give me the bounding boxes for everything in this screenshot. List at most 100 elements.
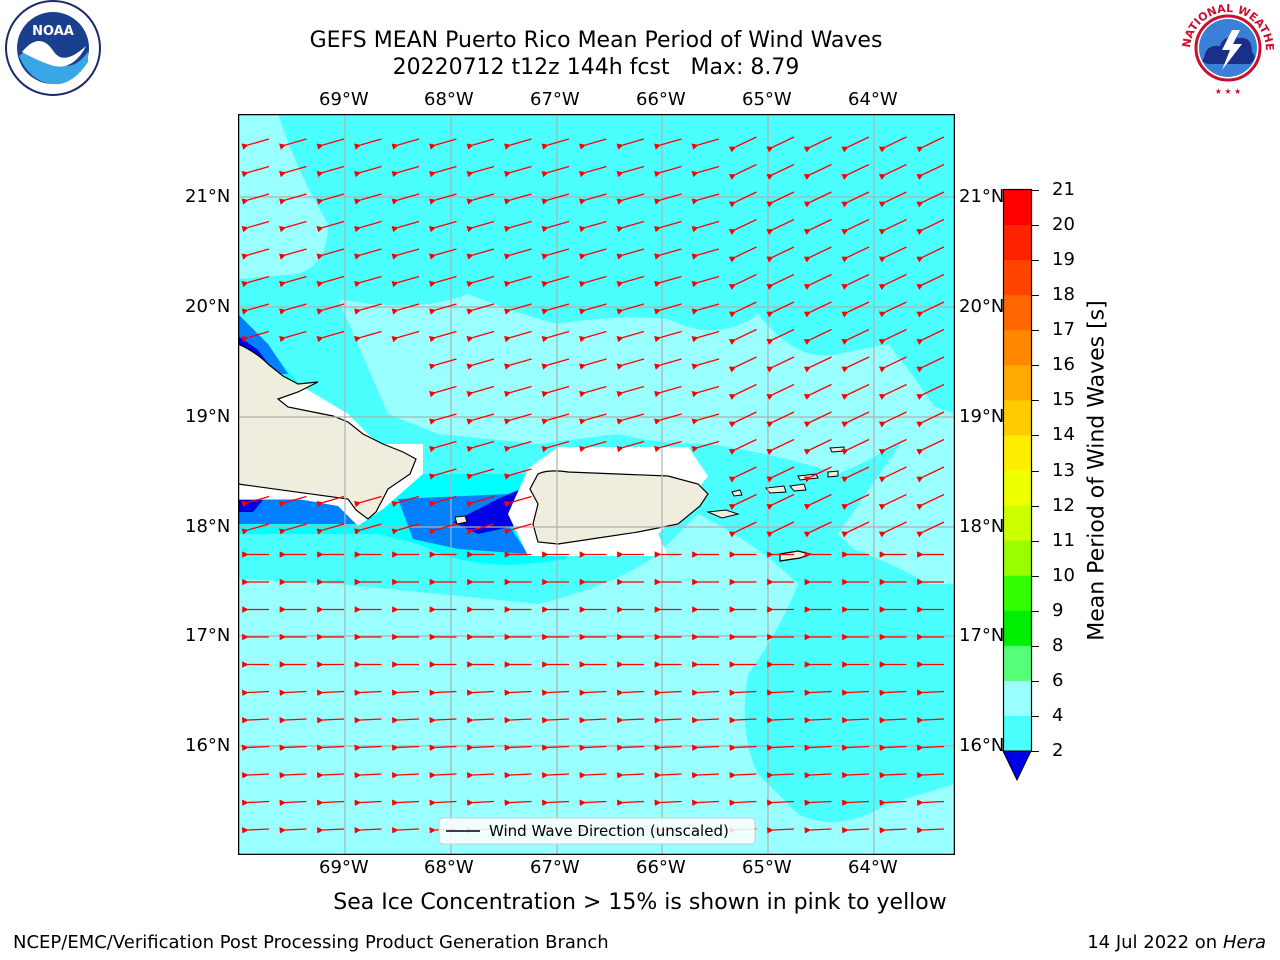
- wind-wave-arrow: [429, 717, 457, 724]
- wind-wave-arrow: [916, 356, 945, 373]
- sea-ice-note: Sea Ice Concentration > 15% is shown in …: [333, 890, 947, 915]
- wind-wave-arrow: [279, 717, 307, 724]
- wind-wave-arrow: [391, 523, 420, 535]
- colorbar-label: Mean Period of Wind Waves [s]: [1084, 300, 1110, 641]
- wind-wave-arrow: [504, 799, 532, 807]
- legend-label: Wind Wave Direction (unscaled): [489, 822, 729, 840]
- colorbar-tick-mark: [1031, 365, 1039, 367]
- wind-wave-arrow: [654, 689, 682, 697]
- wind-wave-arrow: [353, 330, 382, 343]
- wind-wave-arrow: [841, 493, 870, 510]
- wind-wave-arrow: [616, 385, 645, 398]
- wind-wave-arrow: [691, 413, 720, 425]
- lon-label-bottom: 67°W: [530, 857, 580, 878]
- wind-wave-arrow: [241, 303, 270, 315]
- wind-wave-arrow: [916, 246, 945, 263]
- colorbar-segment: [1004, 190, 1031, 226]
- wind-wave-arrow: [503, 275, 532, 288]
- wind-wave-arrow: [353, 523, 382, 535]
- wind-wave-arrow: [803, 438, 832, 455]
- wind-wave-arrow: [466, 220, 495, 233]
- colorbar-tick-mark: [1031, 645, 1039, 647]
- wind-wave-arrow: [654, 744, 682, 752]
- wind-wave-arrow: [728, 163, 757, 180]
- wind-wave-arrow: [316, 248, 345, 260]
- wind-wave-arrow: [616, 330, 645, 343]
- wind-wave-arrow: [579, 772, 607, 779]
- colorbar-tick-mark: [1031, 505, 1039, 507]
- wind-wave-arrow: [766, 273, 795, 290]
- wind-wave-arrow: [728, 521, 757, 538]
- wind-wave-arrow: [354, 744, 382, 752]
- colorbar-tick-mark: [1031, 400, 1039, 402]
- wind-wave-arrow: [916, 191, 945, 208]
- nws-logo: NATIONAL WEATHER SERVICE ★ ★ ★: [1176, 0, 1276, 96]
- lat-label-right: 18°N: [959, 516, 1005, 537]
- wind-wave-arrow: [841, 163, 870, 180]
- wind-wave-arrow: [804, 689, 832, 697]
- colorbar-tick-mark: [1031, 260, 1039, 262]
- wind-wave-arrow: [916, 218, 945, 235]
- wind-wave-arrow: [878, 273, 907, 290]
- wind-wave-arrow: [842, 772, 870, 779]
- wind-wave-arrow: [878, 136, 907, 153]
- wind-wave-arrow: [728, 466, 757, 483]
- wind-wave-arrow: [616, 358, 645, 370]
- colorbar-tick-mark: [1031, 751, 1039, 752]
- wind-wave-arrow: [391, 248, 420, 260]
- wind-wave-arrow: [503, 495, 532, 508]
- wind-wave-arrow: [466, 358, 495, 370]
- wind-wave-arrow: [428, 413, 457, 425]
- wind-wave-arrow: [879, 717, 907, 724]
- wind-wave-arrow: [316, 165, 345, 178]
- wind-wave-arrow: [803, 136, 832, 153]
- wind-wave-arrow: [503, 358, 532, 370]
- wind-wave-arrow: [354, 689, 382, 697]
- wind-wave-arrow: [278, 523, 307, 535]
- wind-wave-arrow: [279, 689, 307, 697]
- wind-wave-arrow: [466, 523, 495, 535]
- wind-wave-arrow: [317, 717, 345, 724]
- wind-wave-arrow: [916, 521, 945, 538]
- lat-label-right: 21°N: [959, 186, 1005, 207]
- colorbar-segment: [1004, 295, 1031, 331]
- footer-org: NCEP/EMC/Verification Post Processing Pr…: [13, 932, 609, 953]
- wind-wave-arrow: [428, 193, 457, 205]
- wind-wave-arrow: [279, 799, 307, 807]
- wind-wave-arrow: [316, 330, 345, 343]
- map-frame: [238, 114, 955, 855]
- wind-wave-arrow: [841, 466, 870, 483]
- wind-wave-arrow: [578, 330, 607, 343]
- lon-label-bottom: 65°W: [742, 857, 792, 878]
- lat-label-right: 20°N: [959, 296, 1005, 317]
- colorbar-tick-label: 17: [1052, 319, 1075, 341]
- wind-wave-arrow: [617, 799, 645, 807]
- colorbar-segment: [1004, 505, 1031, 542]
- wind-wave-arrow: [241, 138, 270, 150]
- wind-wave-arrow: [466, 303, 495, 315]
- wind-wave-arrow: [728, 383, 757, 400]
- wind-wave-arrow: [916, 163, 945, 180]
- colorbar-extend-low: [1002, 750, 1032, 782]
- noaa-logo: NOAA: [5, 0, 101, 96]
- wind-wave-arrow: [878, 356, 907, 373]
- wind-wave-arrow: [879, 772, 907, 779]
- wind-wave-arrow: [879, 827, 907, 834]
- wind-wave-arrow: [541, 165, 570, 178]
- wind-wave-arrow: [653, 330, 682, 343]
- wind-wave-arrow: [541, 385, 570, 398]
- wind-wave-arrow: [578, 248, 607, 260]
- wind-wave-arrow: [728, 191, 757, 208]
- colorbar-tick-mark: [1031, 470, 1039, 472]
- wind-wave-arrow: [578, 220, 607, 233]
- wind-wave-arrow: [503, 523, 532, 535]
- wind-wave-arrow: [879, 689, 907, 697]
- wind-wave-arrow: [878, 411, 907, 428]
- wind-wave-arrow: [766, 191, 795, 208]
- wind-wave-arrow: [917, 689, 945, 697]
- wind-wave-arrow: [428, 468, 457, 480]
- wind-wave-arrow: [878, 301, 907, 318]
- wind-wave-arrow: [653, 193, 682, 205]
- chart-title: GEFS MEAN Puerto Rico Mean Period of Win…: [309, 28, 883, 53]
- wind-wave-arrow: [804, 772, 832, 779]
